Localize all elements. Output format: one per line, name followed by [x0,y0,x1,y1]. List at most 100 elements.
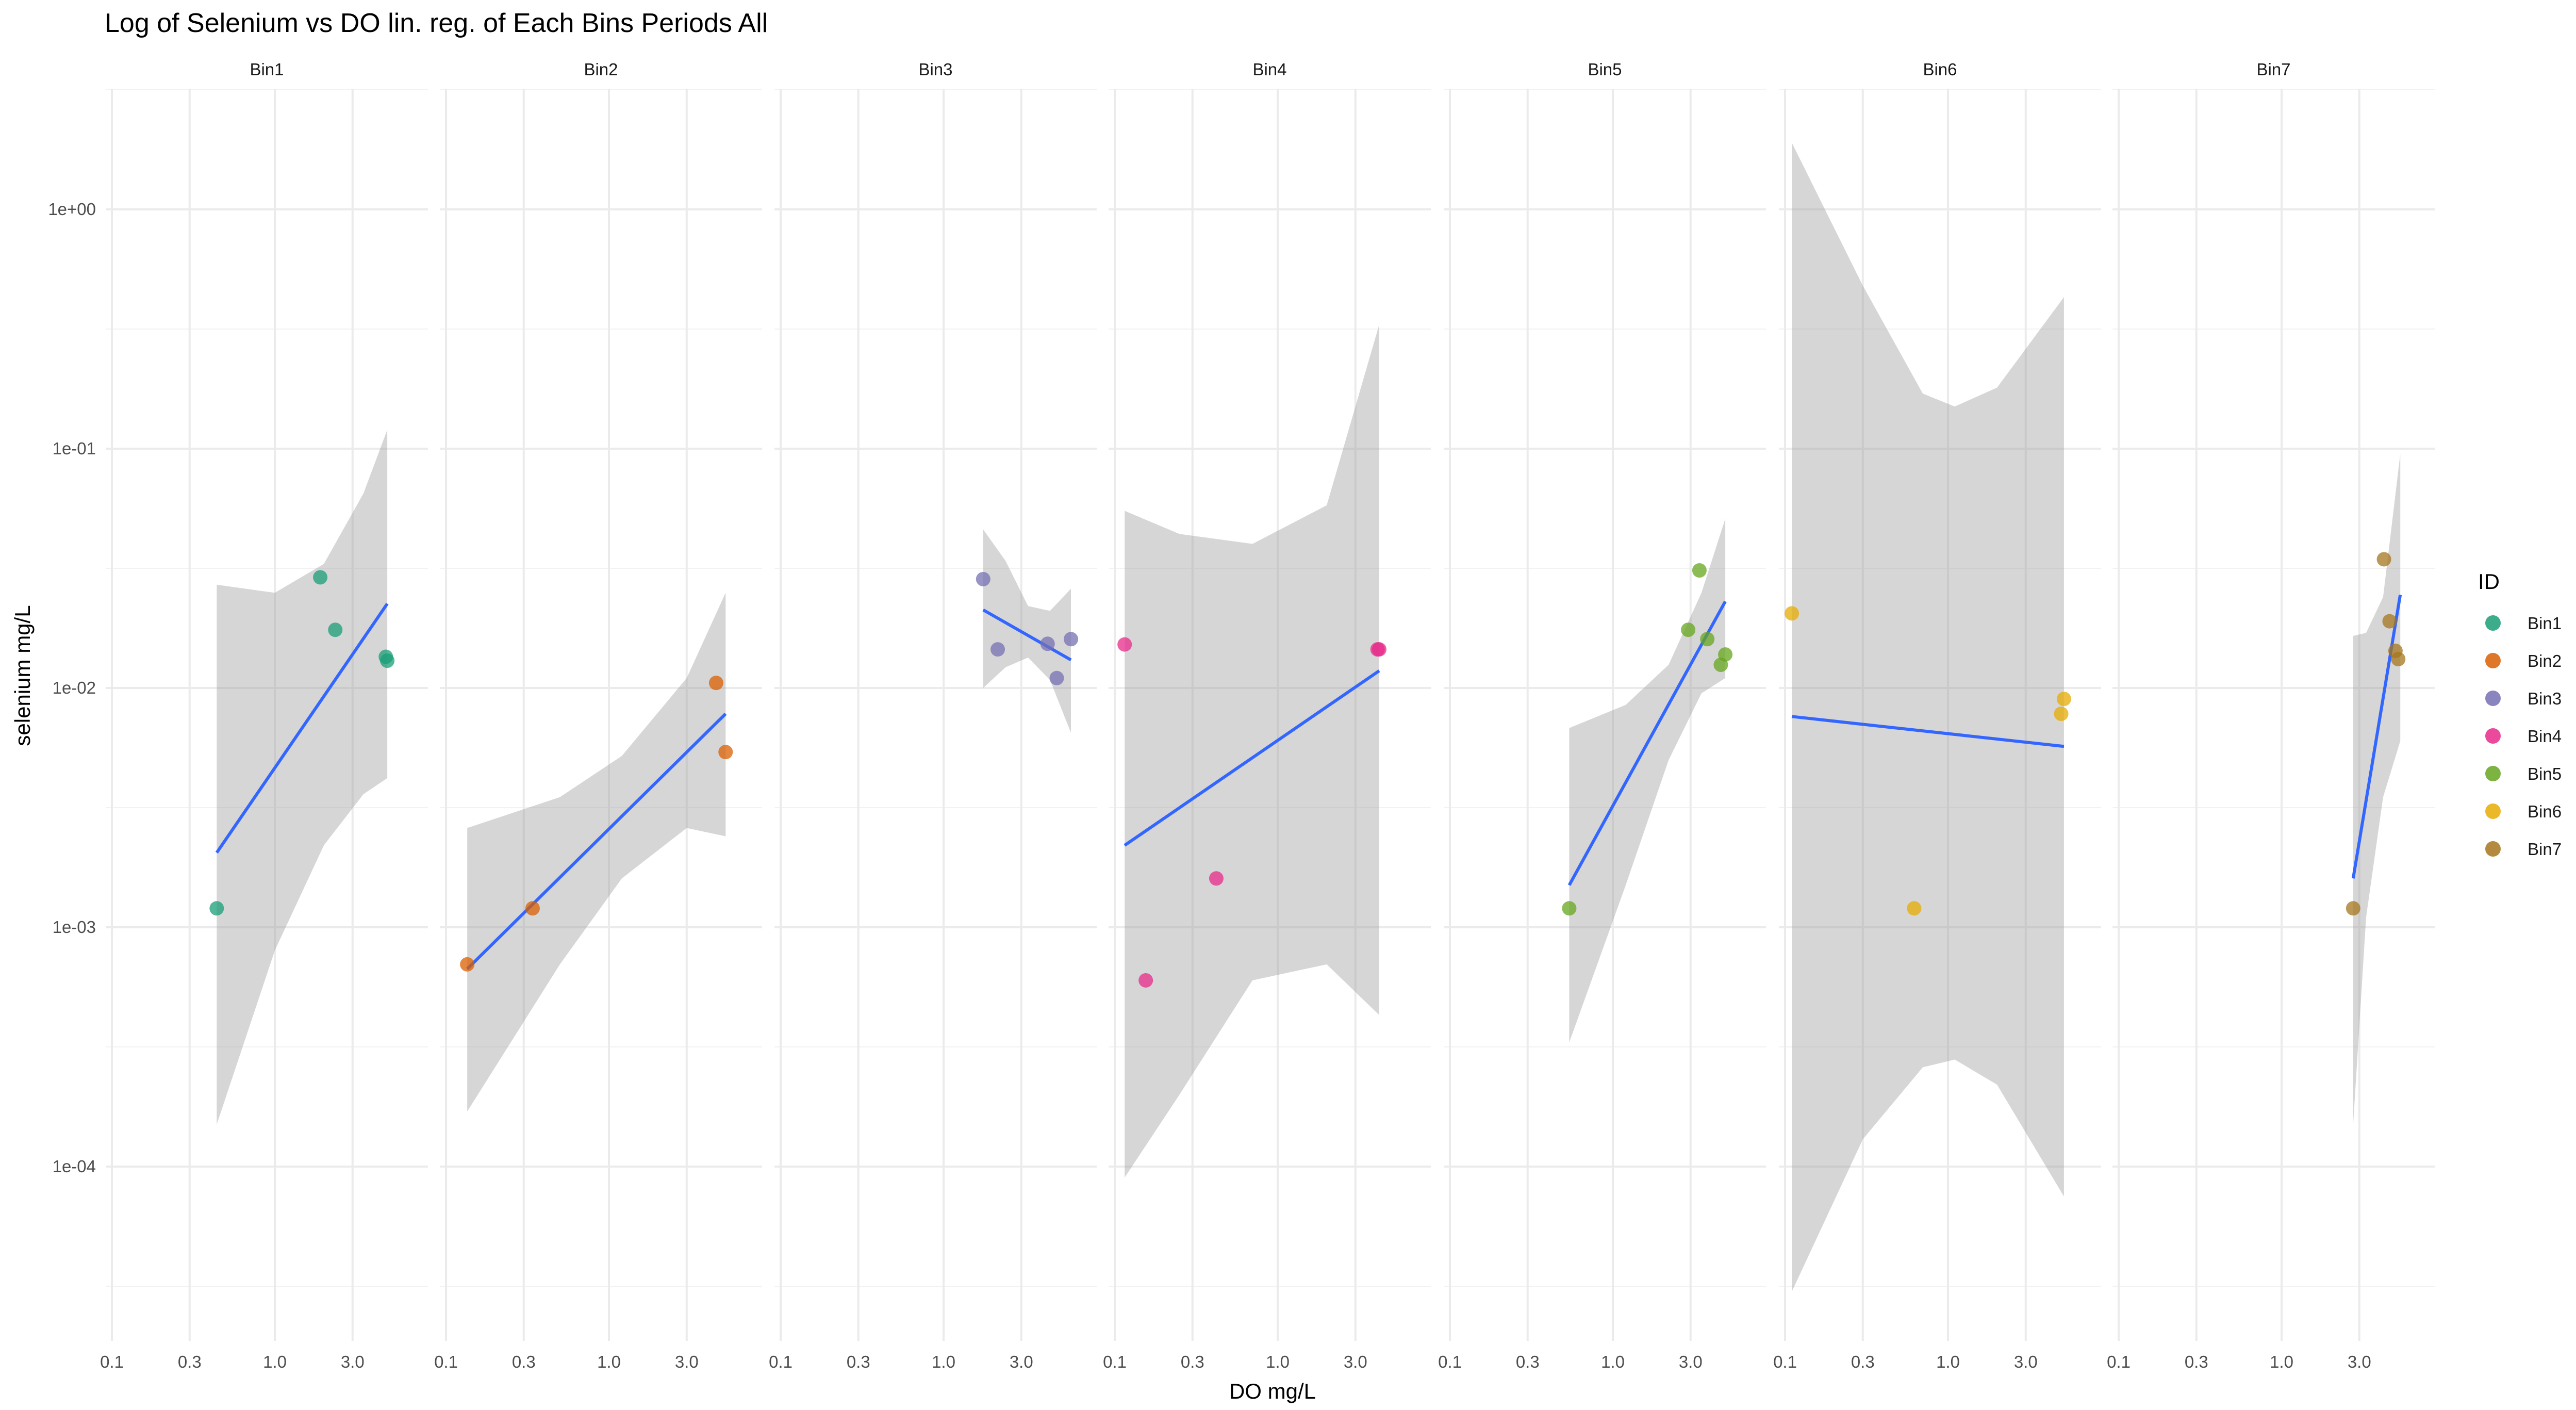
data-point [525,901,540,916]
confidence-band [1569,518,1726,1043]
data-point [2376,552,2391,567]
x-tick-label: 1.0 [1601,1352,1625,1371]
y-tick-label: 1e-03 [53,917,96,937]
confidence-band [983,529,1071,733]
x-tick-label: 0.1 [100,1352,124,1371]
data-point [708,676,723,691]
x-tick-label: 3.0 [341,1352,365,1371]
x-tick-label: 1.0 [1936,1352,1960,1371]
data-point [1040,636,1055,651]
x-tick-label: 0.3 [1516,1352,1540,1371]
regression-line [466,712,727,970]
x-axis-title: DO mg/L [1229,1379,1316,1403]
data-point [1138,973,1153,988]
data-point [1372,642,1386,657]
facet-strip-label: Bin2 [584,60,618,79]
legend-label-bin2: Bin2 [2528,651,2562,670]
legend-label-bin3: Bin3 [2528,689,2562,708]
x-tick-label: 0.1 [769,1352,792,1371]
legend-label-bin1: Bin1 [2528,614,2562,633]
facet-bin3: Bin3 0.1 0.3 1.0 3.0 [769,60,1097,1371]
legend-key-bin7 [2485,841,2501,857]
data-point [2054,707,2069,722]
facet-bin1: Bin1 0.1 0.3 1.0 3.0 [100,60,428,1371]
facet-strip-label: Bin6 [1923,60,1957,79]
facet-strip-label: Bin3 [918,60,952,79]
data-point [1907,901,1922,916]
y-tick-label: 1e+00 [48,200,96,219]
data-point [328,622,343,637]
confidence-band [1792,142,2064,1292]
legend-key-bin6 [2485,804,2501,819]
facet-strip-label: Bin1 [250,60,284,79]
legend-title: ID [2478,569,2500,594]
x-tick-label: 3.0 [1344,1352,1367,1371]
regression-line [982,608,1072,662]
data-point [1785,606,1799,621]
x-tick-label: 0.3 [1851,1352,1875,1371]
x-tick-label: 0.1 [434,1352,458,1371]
legend-key-bin4 [2485,728,2501,744]
confidence-band [467,593,726,1112]
data-point [380,653,395,668]
regression-line [1567,600,1727,886]
regression-line [2351,594,2402,879]
legend-key-bin1 [2485,615,2501,631]
y-tick-label: 1e-02 [53,678,96,697]
data-point [1700,632,1715,647]
regression-line [215,602,389,854]
x-tick-label: 0.1 [1438,1352,1462,1371]
x-tick-label: 0.3 [847,1352,870,1371]
legend: ID Bin1 Bin2 Bin3 Bin4 Bin5 Bin6 Bin7 [2478,569,2562,859]
data-point [1117,637,1132,652]
legend-key-bin5 [2485,766,2501,781]
x-tick-label: 1.0 [597,1352,621,1371]
y-axis-title: selenium mg/L [10,605,35,746]
x-tick-label: 0.3 [2185,1352,2208,1371]
x-tick-label: 0.1 [1773,1352,1797,1371]
legend-key-bin3 [2485,691,2501,706]
legend-label-bin7: Bin7 [2528,840,2562,859]
x-tick-label: 1.0 [263,1352,287,1371]
data-point [2346,901,2360,916]
x-tick-label: 1.0 [932,1352,955,1371]
legend-label-bin5: Bin5 [2528,764,2562,783]
x-tick-label: 3.0 [2348,1352,2371,1371]
x-tick-label: 1.0 [2270,1352,2293,1371]
data-point [1562,901,1577,916]
facet-bin7: Bin7 0.1 0.3 1.0 3.0 [2107,60,2435,1371]
data-point [718,745,733,760]
regression-line [1791,715,2065,748]
x-tick-label: 0.3 [512,1352,536,1371]
x-tick-label: 0.1 [1103,1352,1127,1371]
confidence-band [1125,324,1379,1178]
facet-bin2: Bin2 0.1 0.3 1.0 3.0 [434,60,762,1371]
facet-bin6: Bin6 0.1 0.3 1.0 3.0 [1773,60,2101,1371]
data-point [460,957,475,972]
x-tick-label: 3.0 [1679,1352,1703,1371]
x-tick-label: 3.0 [2014,1352,2038,1371]
data-point [1049,670,1064,685]
x-tick-label: 0.3 [178,1352,202,1371]
x-tick-label: 1.0 [1266,1352,1290,1371]
facet-strip-label: Bin4 [1252,60,1286,79]
facet-bin5: Bin5 0.1 0.3 1.0 3.0 [1438,60,1766,1371]
legend-label-bin4: Bin4 [2528,727,2562,746]
data-point [1718,647,1733,662]
x-tick-label: 0.1 [2107,1352,2131,1371]
facet-bin4: Bin4 0.1 0.3 1.0 3.0 [1103,60,1431,1371]
facet-panels: Bin1 0.1 0.3 1.0 3.0 Bin2 0.1 0.3 1.0 3.0 Bin3 0.1 0… [48,60,2435,1371]
data-point [1064,632,1079,647]
x-tick-label: 0.3 [1181,1352,1204,1371]
legend-key-bin2 [2485,653,2501,668]
x-tick-label: 3.0 [1010,1352,1033,1371]
legend-label-bin6: Bin6 [2528,802,2562,821]
facet-strip-label: Bin7 [2256,60,2290,79]
data-point [990,642,1005,657]
facet-strip-label: Bin5 [1588,60,1622,79]
x-tick-label: 3.0 [675,1352,699,1371]
data-point [313,570,328,585]
data-point [2391,652,2406,667]
regression-line [1124,669,1380,847]
